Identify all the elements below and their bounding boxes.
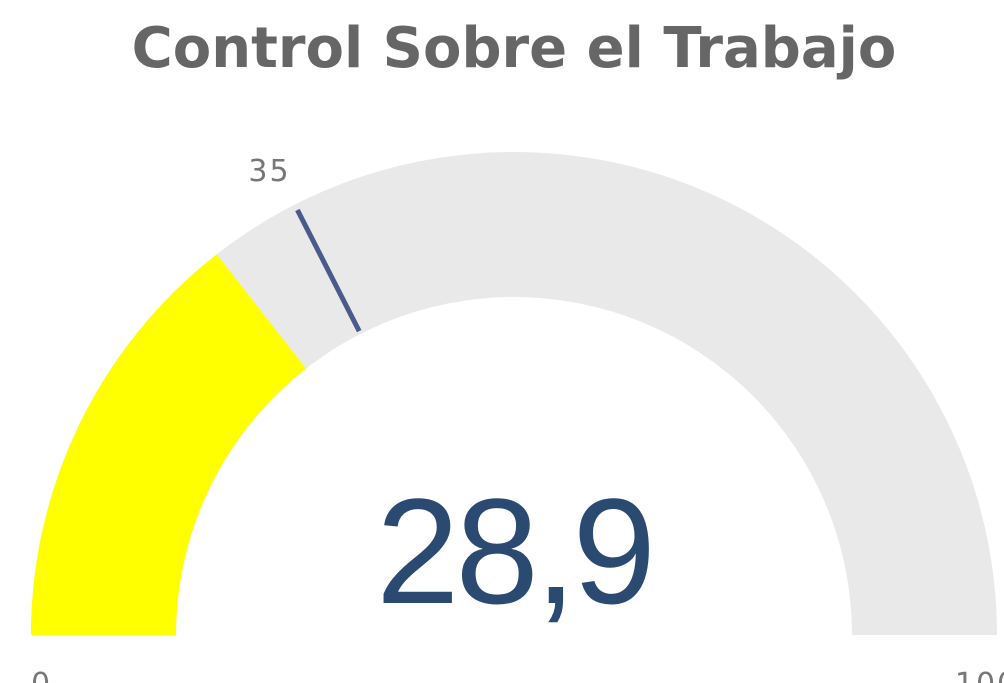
gauge-track [31, 152, 997, 635]
target-label: 35 [248, 154, 290, 189]
tick-label: 0 [31, 667, 52, 683]
value-label: 28,9 [376, 467, 652, 635]
tick-label: 100 [955, 667, 1004, 683]
chart-title: Control Sobre el Trabajo [132, 16, 897, 81]
target-line [295, 208, 362, 333]
gauge-value [31, 254, 306, 635]
